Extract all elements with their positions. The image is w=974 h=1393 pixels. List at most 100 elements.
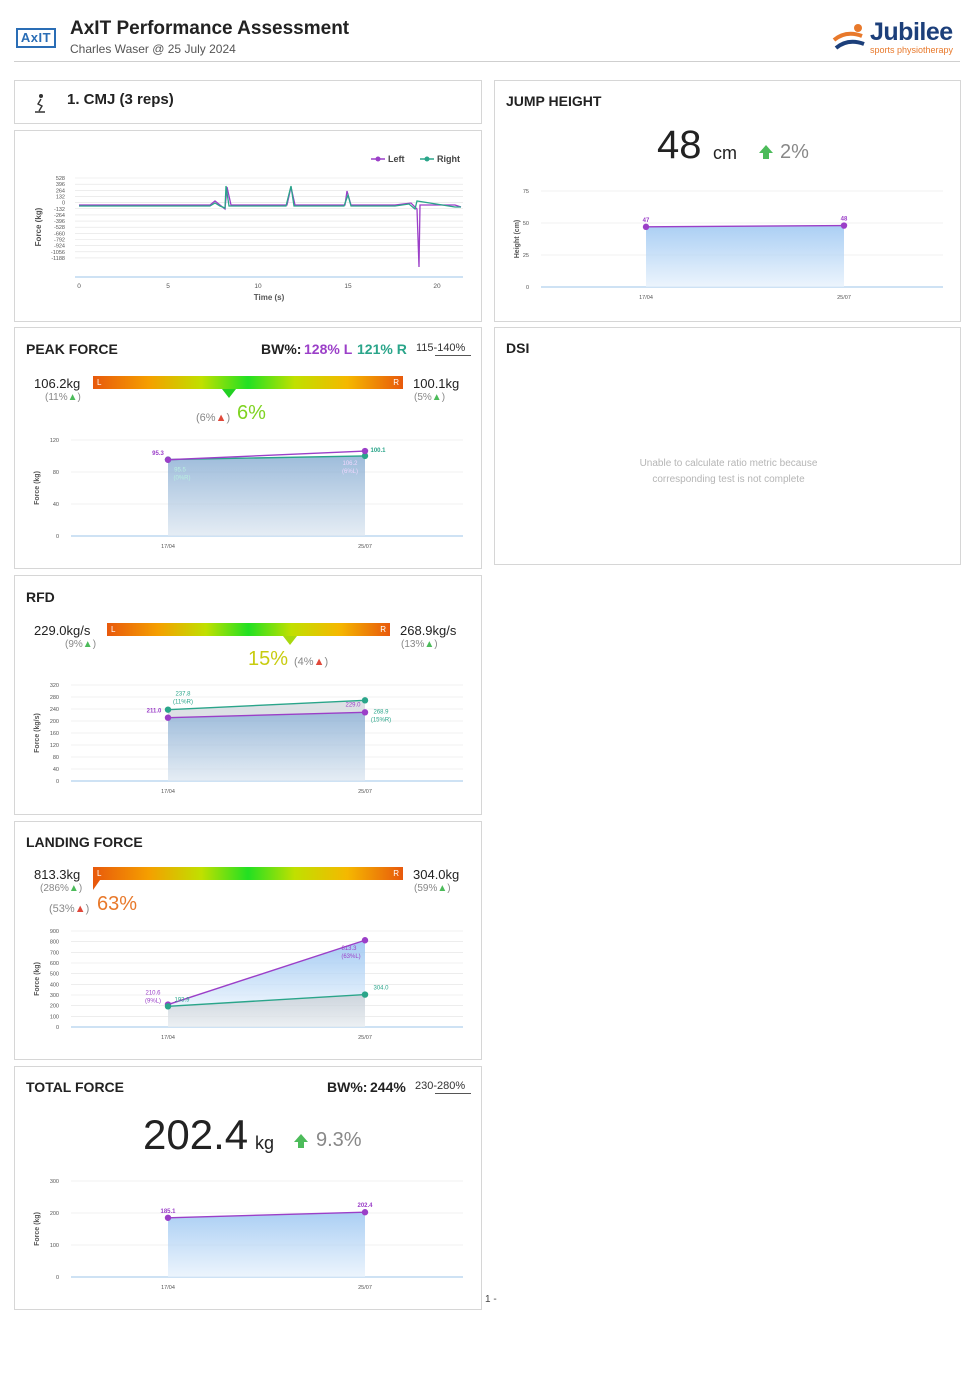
ytick: 80 (53, 470, 59, 476)
right-series-line (167, 699, 366, 711)
xtick: 25/07 (358, 1035, 372, 1041)
total-force-chart: 300 200 100 0 Force (kg) 17/04 25/07 185.1 202.4 (34, 1179, 463, 1291)
jump-height-title: JUMP HEIGHT (506, 93, 602, 109)
pf-diff-prev: (6%▲) (196, 412, 231, 424)
ytick: 300 (50, 1179, 59, 1185)
ylabel: Force (kg) (34, 1212, 41, 1246)
ytick: 700 (50, 950, 59, 956)
rfd-diff-prev: (4%▲) (294, 656, 329, 668)
ylabel: Force (kg) (34, 962, 41, 996)
bw-right: 121% R (357, 341, 407, 357)
ytick: 800 (50, 940, 59, 946)
ytick: 0 (56, 1275, 59, 1281)
total-force-value: 202.4 (143, 1111, 249, 1158)
legend-right-marker (424, 156, 430, 162)
xtick: 17/04 (161, 1285, 175, 1291)
data-label: 185.1 (160, 1209, 176, 1215)
left-series-point (361, 447, 369, 455)
rfd-left-change: (9%▲) (65, 639, 97, 650)
data-label: (15%R) (371, 717, 391, 723)
ytick: 200 (50, 719, 59, 725)
xtick: 17/04 (161, 1035, 175, 1041)
landing-force-title: LANDING FORCE (26, 834, 143, 850)
xtick: 25/07 (837, 295, 851, 301)
ytick: 100 (50, 1014, 59, 1020)
jump-height-series-area (646, 225, 844, 287)
dsi-panel: DSI Unable to calculate ratio metric bec… (494, 327, 961, 565)
left-series-point (361, 709, 369, 716)
report-title: AxIT Performance Assessment (70, 18, 350, 39)
rfd-chart: 320 280 240 200 160 120 80 40 0 Force (kg/s) 17/04… (34, 683, 463, 795)
jump-height-series-point (840, 222, 848, 229)
range-underline (435, 355, 471, 356)
page-number: 1 - (485, 1294, 497, 1305)
ytick: 0 (56, 1025, 59, 1031)
data-label: 237.8 (175, 692, 191, 698)
rfd-diff: 15% (248, 648, 289, 670)
total-force-series-point (361, 1209, 369, 1216)
legend: Left Right (371, 154, 460, 164)
ytick: 50 (523, 221, 529, 227)
bw-left: 128% L (304, 341, 353, 357)
trace-ytick: -528 (54, 225, 65, 231)
ytick: 280 (50, 695, 59, 701)
trace-ytick: -1188 (51, 256, 65, 262)
trace-ytick: 132 (56, 194, 65, 200)
force-trace-chart: Left Right 5283962641320-132-264-396-528… (34, 154, 463, 302)
trace-xlabel: Time (s) (254, 293, 285, 302)
data-label: 95.5 (174, 468, 186, 474)
xtick: 17/04 (161, 789, 175, 795)
lf-left-value: 813.3kg (34, 867, 81, 882)
left-series-point (361, 937, 369, 944)
tf-bw-value: 244% (370, 1079, 406, 1095)
pf-diff: 6% (237, 402, 266, 424)
dsi-message-2: corresponding test is not complete (652, 474, 805, 485)
pf-left-value: 106.2kg (34, 376, 81, 391)
trace-ytick: -924 (54, 244, 65, 250)
legend-left-label: Left (388, 154, 405, 164)
ylabel: Force (kg/s) (34, 713, 41, 753)
ytick: 300 (50, 993, 59, 999)
trace-ytick: 396 (56, 182, 65, 188)
xtick: 25/07 (358, 789, 372, 795)
trace-ytick: -132 (54, 207, 65, 213)
rfd-right-change: (13%▲) (401, 639, 438, 650)
ytick: 600 (50, 961, 59, 967)
lf-right-value: 304.0kg (413, 867, 460, 882)
right-series-point (361, 991, 369, 998)
legend-left-marker (375, 156, 381, 162)
trace-xtick: 15 (344, 283, 352, 290)
data-label: 304.0 (373, 986, 389, 992)
right-series-point (164, 1003, 172, 1010)
total-force-change: 9.3% (316, 1129, 362, 1151)
ytick: 900 (50, 929, 59, 935)
left-series-line (167, 939, 366, 1006)
rfd-left-value: 229.0kg/s (34, 623, 91, 638)
data-label: 106.2 (342, 461, 358, 467)
right-series-point (361, 452, 369, 460)
total-force-series-area (168, 1212, 365, 1277)
jump-height-series-point (642, 223, 650, 231)
xtick: 25/07 (358, 1285, 372, 1291)
right-series-area (168, 455, 365, 536)
right-series-point (361, 697, 369, 704)
lf-left-change: (286%▲) (40, 883, 83, 894)
ytick: 200 (50, 1211, 59, 1217)
arrow-up-icon (759, 145, 773, 159)
right-series-point (164, 706, 172, 713)
ytick: 0 (526, 285, 529, 291)
lf-diff: 63% (97, 893, 138, 915)
trace-ytick: -660 (54, 231, 65, 237)
jump-height-series-line (645, 224, 845, 228)
axit-logo: AxIT (16, 28, 56, 48)
ytick: 500 (50, 972, 59, 978)
landing-force-chart: 900 800 700 600 500 400 300 200 100 0 Force (kg) 17… (34, 929, 463, 1041)
data-label: 210.6 (145, 991, 161, 997)
jump-height-panel: JUMP HEIGHT 48 cm 2% 75 50 25 0 Height (cm) 1… (494, 80, 961, 322)
rfd-right-value: 268.9kg/s (400, 623, 457, 638)
pf-left-change: (11%▲) (45, 392, 81, 403)
peak-force-chart: 120 80 40 0 Force (kg) 17/04 25/07 95.3 95.5 (0%R… (34, 438, 463, 550)
